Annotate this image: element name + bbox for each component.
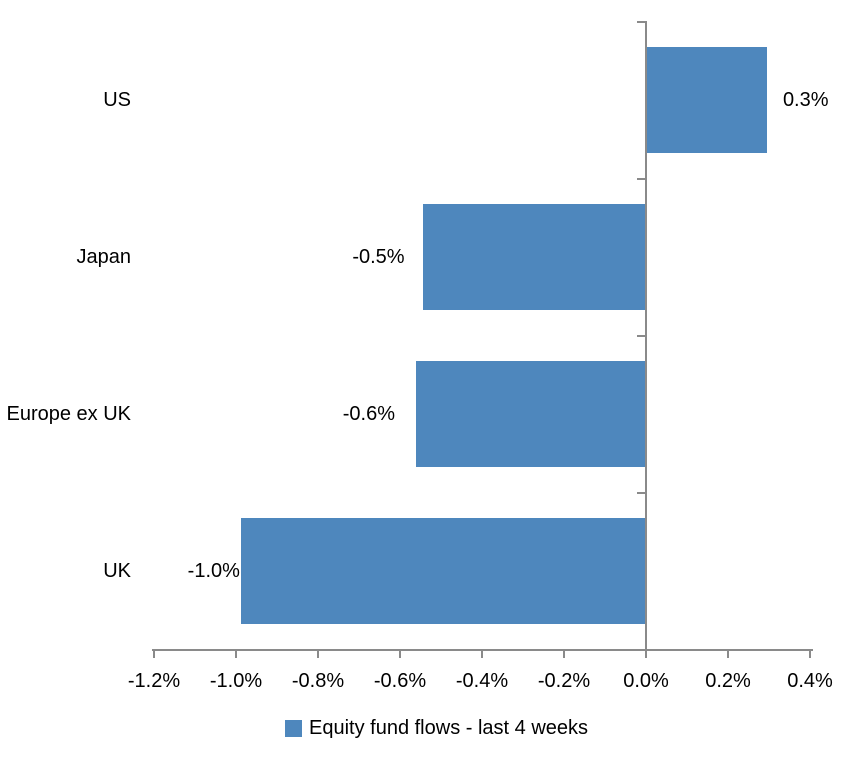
category-label: Europe ex UK — [6, 402, 131, 425]
bar — [415, 360, 645, 467]
data-label: 0.3% — [782, 88, 829, 111]
category-axis-tick — [637, 21, 645, 23]
category-axis-tick — [637, 492, 645, 494]
legend: Equity fund flows - last 4 weeks — [285, 716, 588, 741]
category-label: US — [103, 88, 131, 111]
value-axis-tick — [153, 649, 155, 658]
value-axis-tick — [399, 649, 401, 658]
x-tick-label: 0.4% — [787, 670, 833, 692]
x-tick-label: 0.0% — [623, 670, 669, 692]
value-axis-tick — [481, 649, 483, 658]
value-axis-tick — [809, 649, 811, 658]
data-label: -1.0% — [187, 559, 240, 582]
category-axis-line — [645, 21, 647, 657]
bar — [240, 517, 645, 624]
x-tick-label: -0.2% — [537, 670, 591, 692]
data-label: -0.5% — [352, 245, 405, 268]
category-axis-tick — [637, 335, 645, 337]
value-axis-tick — [645, 649, 647, 658]
legend-marker — [285, 720, 302, 737]
category-label: Japan — [76, 245, 132, 268]
value-axis-tick — [563, 649, 565, 658]
value-axis-tick — [317, 649, 319, 658]
value-axis-tick — [727, 649, 729, 658]
x-tick-label: -1.2% — [127, 670, 181, 692]
value-axis-tick — [235, 649, 237, 658]
legend-label: Equity fund flows - last 4 weeks — [309, 717, 589, 739]
category-label: UK — [103, 559, 131, 582]
x-tick-label: -1.0% — [209, 670, 263, 692]
bar — [422, 203, 645, 310]
data-label: -0.6% — [342, 402, 395, 425]
bar — [647, 46, 767, 153]
x-tick-label: -0.8% — [291, 670, 345, 692]
x-tick-label: -0.6% — [373, 670, 427, 692]
x-tick-label: -0.4% — [455, 670, 509, 692]
category-axis-tick — [637, 178, 645, 180]
x-tick-label: 0.2% — [705, 670, 751, 692]
